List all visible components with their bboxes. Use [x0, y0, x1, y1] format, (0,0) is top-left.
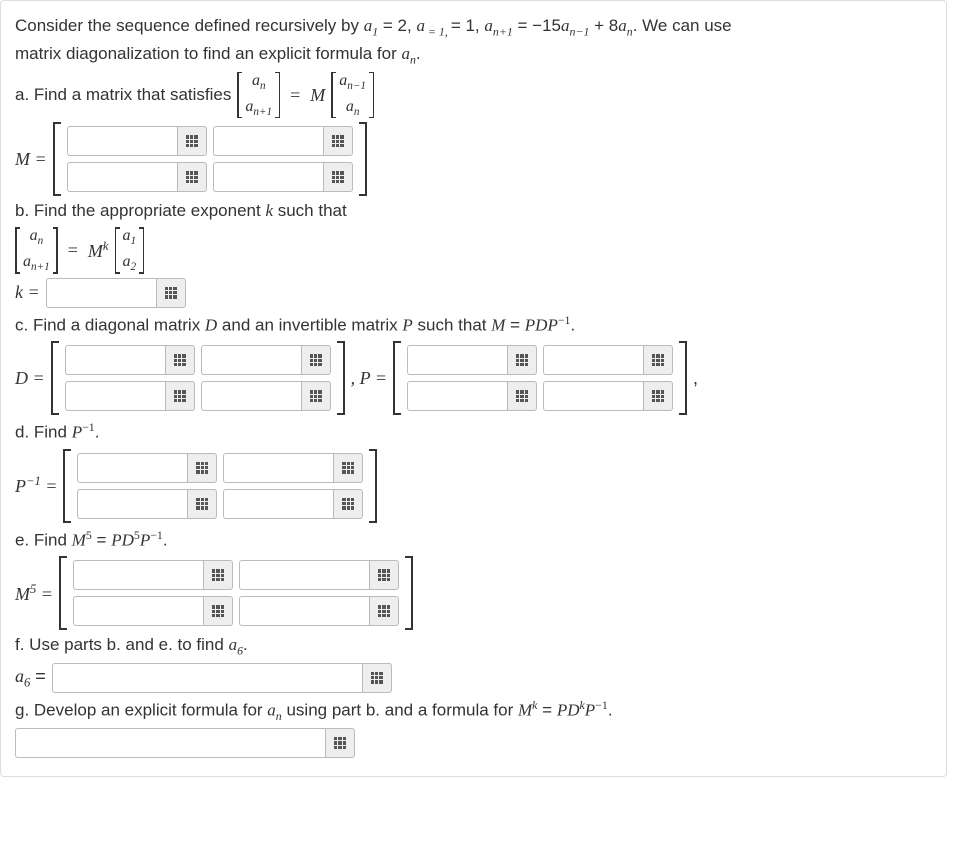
keypad-icon[interactable] — [177, 162, 207, 192]
keypad-icon[interactable] — [369, 596, 399, 626]
part-f-input-row: a6 = — [15, 663, 932, 693]
part-b-k-input-row: k = — [15, 278, 932, 308]
part-g-input-row — [15, 728, 932, 758]
keypad-icon[interactable] — [323, 162, 353, 192]
p-21-input[interactable] — [407, 381, 507, 411]
keypad-icon[interactable] — [369, 560, 399, 590]
keypad-icon[interactable] — [187, 489, 217, 519]
d-21-input[interactable] — [65, 381, 165, 411]
keypad-icon[interactable] — [507, 345, 537, 375]
p-12-input[interactable] — [543, 345, 643, 375]
D-equals-label: D = — [15, 368, 45, 389]
part-c-prompt: c. Find a diagonal matrix D and an inver… — [15, 312, 932, 338]
matrix-M-input — [53, 122, 367, 196]
m5-11-input[interactable] — [73, 560, 203, 590]
a6-cell — [52, 663, 392, 693]
d-11-input[interactable] — [65, 345, 165, 375]
intro-line-1: Consider the sequence defined recursivel… — [15, 15, 932, 39]
m5-12-input[interactable] — [239, 560, 369, 590]
k-equals-label: k = — [15, 282, 40, 303]
a6-equals-label: a6 = — [15, 666, 46, 691]
keypad-icon[interactable] — [333, 489, 363, 519]
M-symbol: M — [310, 85, 325, 106]
d-12-input[interactable] — [201, 345, 301, 375]
keypad-icon[interactable] — [187, 453, 217, 483]
pinv-11-input[interactable] — [77, 453, 187, 483]
p-11-input[interactable] — [407, 345, 507, 375]
keypad-icon[interactable] — [325, 728, 355, 758]
part-a-prompt: a. Find a matrix that satisfies an an+1 … — [15, 72, 932, 118]
m-11-input[interactable] — [67, 126, 177, 156]
part-f-prompt: f. Use parts b. and e. to find a6. — [15, 634, 932, 658]
m-11-cell — [67, 126, 207, 156]
keypad-icon[interactable] — [643, 381, 673, 411]
keypad-icon[interactable] — [156, 278, 186, 308]
part-d-prompt: d. Find P−1. — [15, 419, 932, 445]
m5-22-input[interactable] — [239, 596, 369, 626]
keypad-icon[interactable] — [177, 126, 207, 156]
g-cell — [15, 728, 355, 758]
m-21-input[interactable] — [67, 162, 177, 192]
intro-text: Consider the sequence defined recursivel… — [15, 16, 364, 35]
part-a-text: a. Find a matrix that satisfies — [15, 85, 231, 105]
keypad-icon[interactable] — [165, 381, 195, 411]
a6-input[interactable] — [52, 663, 362, 693]
keypad-icon[interactable] — [362, 663, 392, 693]
part-e-matrix-row: M5 = — [15, 556, 932, 630]
d-22-input[interactable] — [201, 381, 301, 411]
keypad-icon[interactable] — [203, 560, 233, 590]
pinv-22-input[interactable] — [223, 489, 333, 519]
part-d-matrix-row: P−1 = — [15, 449, 932, 523]
keypad-icon[interactable] — [333, 453, 363, 483]
m-12-input[interactable] — [213, 126, 323, 156]
keypad-icon[interactable] — [203, 596, 233, 626]
keypad-icon[interactable] — [323, 126, 353, 156]
vec-an-anp1: an an+1 — [237, 72, 280, 118]
keypad-icon[interactable] — [165, 345, 195, 375]
p-22-input[interactable] — [543, 381, 643, 411]
intro-line-2: matrix diagonalization to find an explic… — [15, 43, 932, 67]
k-cell — [46, 278, 186, 308]
m-22-input[interactable] — [213, 162, 323, 192]
pinv-12-input[interactable] — [223, 453, 333, 483]
keypad-icon[interactable] — [507, 381, 537, 411]
matrix-D-input — [51, 341, 345, 415]
trailing-comma: , — [693, 368, 698, 389]
P-equals-label: , P = — [351, 368, 387, 389]
part-a-matrix-row: M = — [15, 122, 932, 196]
m5-equals-label: M5 = — [15, 582, 53, 605]
k-input[interactable] — [46, 278, 156, 308]
part-e-prompt: e. Find M5 = PD5P−1. — [15, 527, 932, 553]
matrix-Pinv-input — [63, 449, 377, 523]
question-panel: Consider the sequence defined recursivel… — [0, 0, 947, 777]
part-b-prompt: b. Find the appropriate exponent k such … — [15, 200, 932, 223]
pinv-equals-label: P−1 = — [15, 474, 57, 497]
vec-anm1-an: an−1 an — [331, 72, 374, 118]
keypad-icon[interactable] — [301, 381, 331, 411]
matrix-P-input — [393, 341, 687, 415]
part-c-matrices-row: D = , P = — [15, 341, 932, 415]
part-b-equation: an an+1 = Mk a1 a2 — [15, 227, 932, 273]
keypad-icon[interactable] — [301, 345, 331, 375]
m-22-cell — [213, 162, 353, 192]
M-equals-label: M = — [15, 149, 47, 170]
pinv-21-input[interactable] — [77, 489, 187, 519]
g-input[interactable] — [15, 728, 325, 758]
matrix-M5-input — [59, 556, 413, 630]
m-21-cell — [67, 162, 207, 192]
part-g-prompt: g. Develop an explicit formula for an us… — [15, 697, 932, 724]
m5-21-input[interactable] — [73, 596, 203, 626]
m-12-cell — [213, 126, 353, 156]
keypad-icon[interactable] — [643, 345, 673, 375]
